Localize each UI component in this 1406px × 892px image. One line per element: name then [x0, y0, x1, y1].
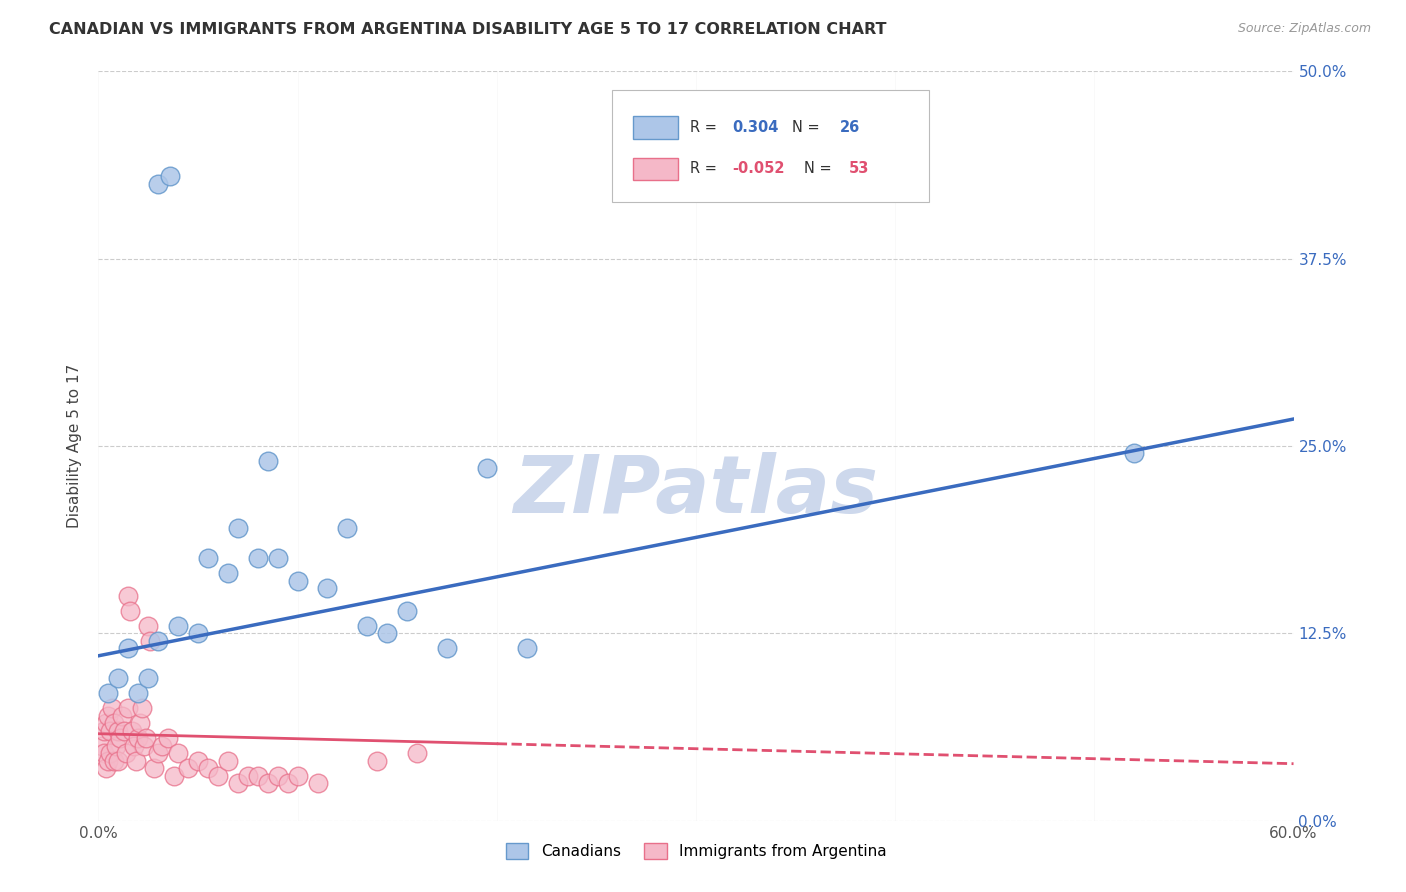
Point [356, 619, 378, 633]
Text: R =: R = [690, 120, 721, 135]
Point [136, 619, 159, 633]
Point [98, 723, 122, 738]
Point [121, 723, 143, 738]
Point [396, 604, 419, 618]
Point [93, 746, 115, 760]
Point [287, 769, 309, 783]
Point [139, 633, 162, 648]
Point [105, 739, 128, 753]
Point [177, 761, 200, 775]
Point [117, 701, 139, 715]
Legend: Canadians, Immigrants from Argentina: Canadians, Immigrants from Argentina [499, 838, 893, 865]
Y-axis label: Disability Age 5 to 17: Disability Age 5 to 17 [67, 364, 83, 528]
Point [375, 626, 398, 640]
Point [97, 686, 120, 700]
Point [127, 731, 149, 746]
Point [267, 551, 290, 566]
Point [120, 604, 142, 618]
Point [125, 754, 148, 768]
Point [167, 746, 190, 760]
Point [112, 723, 135, 738]
Point [117, 641, 139, 656]
Point [217, 754, 239, 768]
Text: 0.304: 0.304 [733, 120, 778, 135]
Point [107, 754, 129, 768]
Point [366, 754, 388, 768]
Text: N =: N = [804, 161, 835, 177]
Point [111, 708, 134, 723]
Point [103, 716, 125, 731]
Point [267, 769, 290, 783]
Text: CANADIAN VS IMMIGRANTS FROM ARGENTINA DISABILITY AGE 5 TO 17 CORRELATION CHART: CANADIAN VS IMMIGRANTS FROM ARGENTINA DI… [49, 22, 887, 37]
Point [124, 739, 146, 753]
Text: N =: N = [792, 120, 824, 135]
Point [135, 731, 157, 746]
Point [98, 746, 122, 760]
Point [115, 746, 138, 760]
Point [516, 641, 538, 656]
Point [163, 769, 186, 783]
Point [287, 574, 309, 588]
Text: R =: R = [690, 161, 721, 177]
Point [256, 776, 278, 790]
Point [129, 716, 152, 731]
Point [256, 454, 278, 468]
Point [336, 521, 359, 535]
Point [167, 619, 190, 633]
Point [107, 723, 129, 738]
Text: Source: ZipAtlas.com: Source: ZipAtlas.com [1237, 22, 1371, 36]
FancyBboxPatch shape [613, 90, 929, 202]
Point [148, 177, 170, 191]
Point [148, 746, 170, 760]
Point [246, 769, 269, 783]
Point [217, 566, 239, 581]
Point [157, 731, 180, 746]
Point [117, 589, 139, 603]
Point [131, 701, 153, 715]
Point [101, 701, 124, 715]
Point [226, 521, 249, 535]
Point [226, 776, 249, 790]
Point [197, 551, 219, 566]
Point [197, 761, 219, 775]
Point [91, 739, 114, 753]
Point [406, 746, 429, 760]
Point [97, 708, 120, 723]
Point [159, 169, 181, 184]
Point [150, 739, 173, 753]
Bar [633, 116, 678, 139]
Point [136, 671, 159, 685]
Point [96, 761, 118, 775]
Point [110, 731, 132, 746]
Text: -0.052: -0.052 [733, 161, 785, 177]
Point [316, 582, 339, 596]
Point [1123, 446, 1146, 460]
Point [307, 776, 329, 790]
Point [107, 671, 129, 685]
Point [127, 686, 149, 700]
Point [103, 754, 125, 768]
Point [187, 626, 209, 640]
Bar [633, 158, 678, 180]
Point [236, 769, 259, 783]
Text: 26: 26 [839, 120, 859, 135]
Text: 53: 53 [849, 161, 869, 177]
Point [207, 769, 229, 783]
Point [436, 641, 458, 656]
Point [96, 716, 118, 731]
Point [134, 739, 156, 753]
Point [187, 754, 209, 768]
Point [93, 723, 115, 738]
Point [97, 754, 120, 768]
Text: ZIPatlas: ZIPatlas [513, 452, 879, 530]
Point [148, 633, 170, 648]
Point [143, 761, 166, 775]
Point [277, 776, 299, 790]
Point [475, 461, 498, 475]
Point [246, 551, 269, 566]
